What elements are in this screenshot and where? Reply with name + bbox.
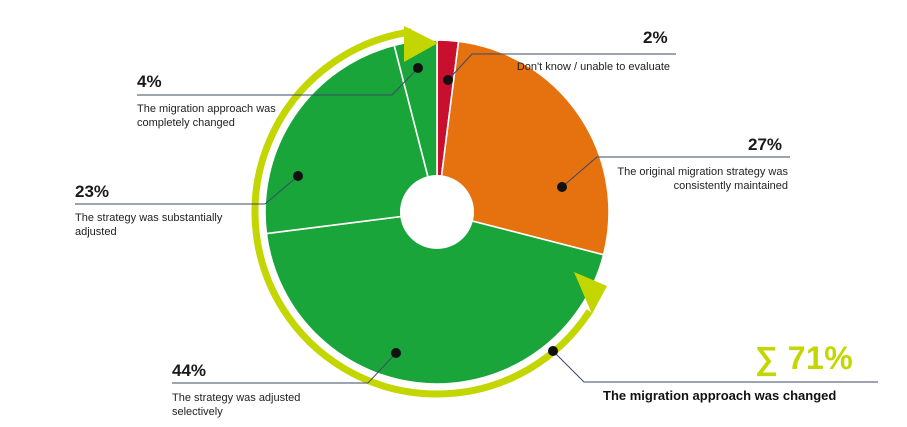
leader-adjusted-selectively	[172, 352, 397, 384]
leader-summary	[552, 350, 878, 383]
legend-dont-know: Don't know / unable to evaluate	[516, 61, 670, 73]
legend-adjusted-selectively: The strategy was adjusted selectively	[172, 392, 301, 418]
leader-maintained-dot	[557, 182, 567, 192]
arrowhead-right	[574, 272, 607, 314]
leader-substantially-adjusted-dot	[293, 171, 303, 181]
leader-adjusted-selectively-dot	[391, 348, 401, 358]
slice-maintained	[436, 40, 610, 256]
leader-completely-changed-dot	[413, 63, 423, 73]
data-label-dont-know: 2%	[643, 28, 668, 47]
data-label-maintained: 27%	[748, 135, 783, 154]
leader-dont-know	[447, 53, 676, 81]
leader-substantially-adjusted	[75, 175, 299, 205]
legend-maintained: The original migration strategy was cons…	[617, 166, 788, 192]
data-label-completely-changed: 4%	[137, 72, 162, 91]
legend-completely-changed: The migration approach was completely ch…	[137, 103, 276, 129]
data-label-substantially-adjusted: 23%	[75, 182, 110, 201]
data-label-adjusted-selectively: 44%	[172, 361, 207, 380]
donut-hole	[400, 175, 474, 249]
arrowhead-top	[404, 26, 438, 62]
summary-value: ∑ 71%	[755, 340, 854, 376]
leader-summary-dot	[548, 346, 558, 356]
summary-arc	[251, 28, 593, 398]
summary-label: The migration approach was changed	[603, 388, 837, 403]
leader-maintained	[561, 156, 790, 188]
slice-adjusted-selectively	[265, 211, 605, 385]
legend-substantially-adjusted: The strategy was substantially adjusted	[75, 212, 223, 238]
leader-dont-know-dot	[443, 75, 453, 85]
leader-completely-changed	[137, 67, 419, 96]
